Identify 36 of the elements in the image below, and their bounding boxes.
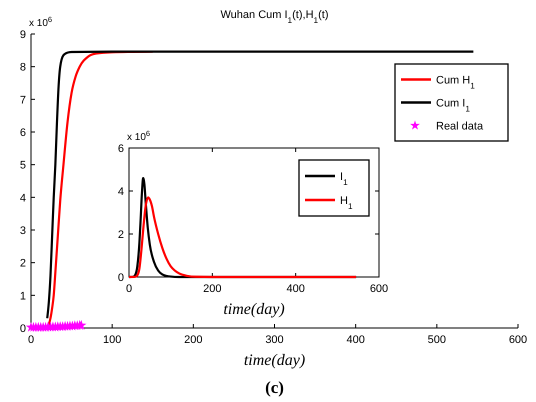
text: x 10$^{6}$ xyxy=(29,14,52,29)
y-tick-label: 9 xyxy=(20,29,26,41)
legend-label: Cum H$_{1}$ xyxy=(436,74,476,90)
text: (c) xyxy=(265,378,284,397)
x-tick-label: 300 xyxy=(265,334,284,346)
chart-title: Wuhan Cum I$_{1}$(t),H$_{1}$(t) xyxy=(220,9,329,24)
y-tick-label: 4 xyxy=(20,192,26,204)
legend-label: Real data xyxy=(436,120,484,132)
x-tick-label: 600 xyxy=(370,283,388,295)
x-axis-title: time(day) xyxy=(244,352,306,369)
y-tick-label: 7 xyxy=(20,94,26,106)
y-tick-label: 5 xyxy=(20,160,26,172)
y-tick-label: 3 xyxy=(20,225,26,237)
x-tick-label: 400 xyxy=(286,283,305,295)
x-tick-label: 0 xyxy=(126,283,132,295)
y-tick-label: 4 xyxy=(118,186,124,198)
x-tick-label: 600 xyxy=(508,334,528,346)
y-tick-label: 2 xyxy=(118,229,124,241)
y-tick-label: 1 xyxy=(20,290,26,302)
annotation: x 10$^{6}$ xyxy=(127,128,150,143)
legend-label: H$_{1}$ xyxy=(340,195,353,210)
y-tick-label: 6 xyxy=(20,127,26,139)
y-tick-label: 8 xyxy=(20,62,26,74)
x-tick-label: 500 xyxy=(428,334,446,346)
legend-label: Cum I$_{1}$ xyxy=(436,98,470,113)
x-tick-label: 200 xyxy=(203,283,222,295)
x-axis-title: time(day) xyxy=(223,301,285,318)
legend-label: I$_{1}$ xyxy=(340,171,348,186)
y-tick-label: 0 xyxy=(20,323,26,335)
x-tick-label: 100 xyxy=(102,334,122,346)
y-tick-label: 0 xyxy=(118,272,124,284)
x-tick-label: 0 xyxy=(28,334,34,346)
x-tick-label: 200 xyxy=(184,334,203,346)
x-tick-label: 400 xyxy=(346,334,365,346)
y-tick-label: 2 xyxy=(20,258,26,270)
y-tick-label: 6 xyxy=(118,143,124,155)
